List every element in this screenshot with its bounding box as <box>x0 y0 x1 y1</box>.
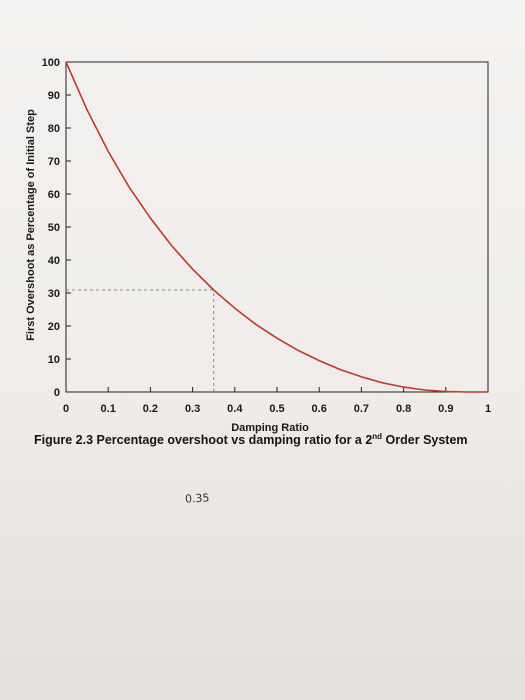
x-tick-label: 0.7 <box>354 403 369 415</box>
x-tick-label: 0.6 <box>312 403 327 415</box>
figure-caption: Figure 2.3 Percentage overshoot vs dampi… <box>34 432 525 447</box>
y-tick-label: 60 <box>48 189 60 201</box>
y-tick-label: 40 <box>48 255 60 267</box>
y-tick-label: 10 <box>48 354 60 366</box>
x-tick-label: 0.5 <box>269 403 284 415</box>
caption-text: Figure 2.3 Percentage overshoot vs dampi… <box>34 433 373 448</box>
x-axis-title: Damping Ratio <box>231 422 309 434</box>
y-tick-label: 90 <box>48 90 60 102</box>
plot-frame <box>65 61 489 393</box>
y-tick-label: 30 <box>48 288 60 300</box>
x-tick-label: 0 <box>63 403 69 415</box>
y-tick-label: 70 <box>48 156 60 168</box>
x-tick-label: 0.4 <box>227 403 243 415</box>
chart-ticks: 0 0.1 0.2 0.3 0.4 0.5 0.6 0.7 0.8 0.9 101020304050… <box>42 57 491 415</box>
x-tick-label: 0.1 <box>101 403 116 415</box>
x-tick-label: 0.9 <box>438 403 453 415</box>
caption-suffix: Order System <box>382 433 468 448</box>
y-tick-label: 50 <box>48 222 60 234</box>
y-tick-label: 80 <box>48 123 60 135</box>
overshoot-curve <box>65 61 488 393</box>
handwritten-note: 0.35 <box>184 491 210 506</box>
y-axis-title: First Overshoot as Percentage of Initial… <box>25 109 37 341</box>
y-tick-label: 20 <box>48 321 60 333</box>
chart-axes <box>65 61 489 393</box>
chart-series <box>65 61 488 393</box>
x-tick-label: 0.8 <box>396 403 411 415</box>
y-tick-label: 0 <box>54 387 60 399</box>
caption-superscript: nd <box>372 432 383 441</box>
x-tick-label: 1 <box>485 403 491 415</box>
y-tick-label: 100 <box>42 57 60 69</box>
x-tick-label: 0.2 <box>143 403 158 415</box>
chart-annotations <box>66 289 215 392</box>
x-tick-label: 0.3 <box>185 403 200 415</box>
